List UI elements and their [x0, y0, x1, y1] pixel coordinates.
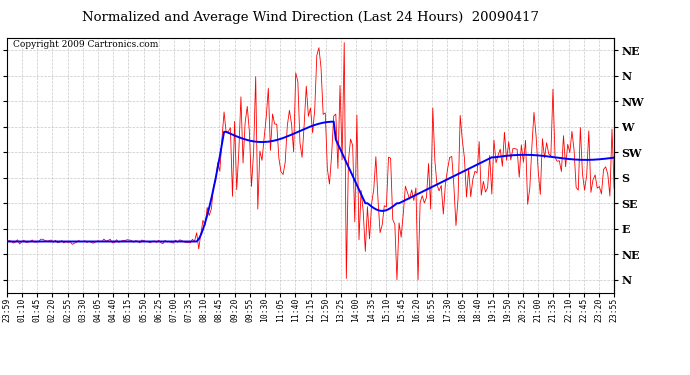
Text: Normalized and Average Wind Direction (Last 24 Hours)  20090417: Normalized and Average Wind Direction (L…	[82, 11, 539, 24]
Text: Copyright 2009 Cartronics.com: Copyright 2009 Cartronics.com	[13, 40, 158, 49]
